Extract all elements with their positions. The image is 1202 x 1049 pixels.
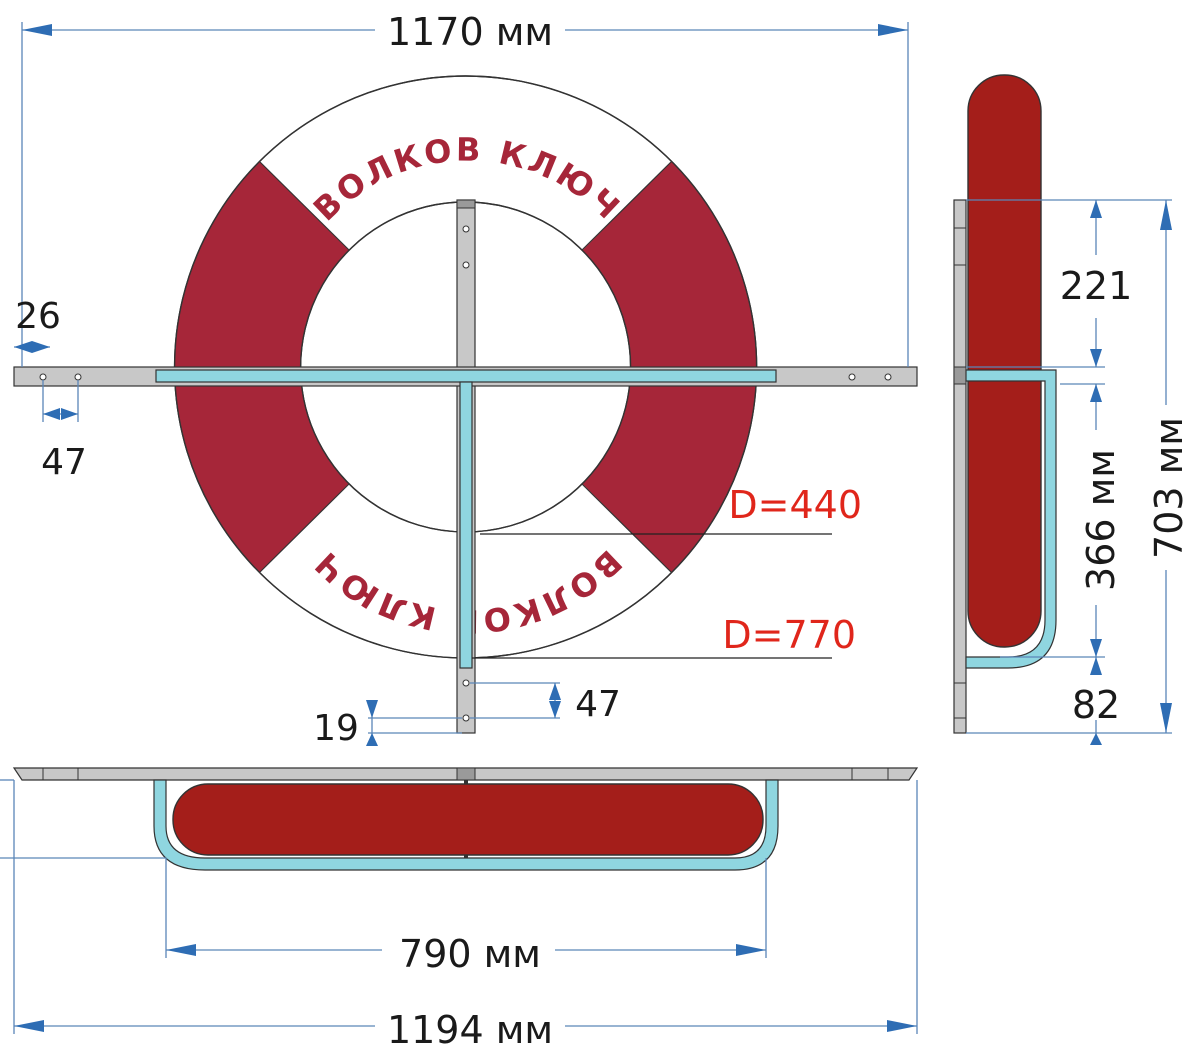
dimension-side-bottom: 82 <box>1072 657 1120 745</box>
dim-label-47-h: 47 <box>41 442 87 483</box>
dimension-hole-spacing-v: 47 <box>470 682 621 725</box>
dim-label-19: 19 <box>313 708 359 749</box>
vertical-tube <box>459 381 473 669</box>
dimension-arrow-icon <box>366 733 378 746</box>
side-cushion <box>967 74 1042 648</box>
dim-label-366: 366 мм <box>1079 449 1123 591</box>
dim-label-221: 221 <box>1060 264 1133 308</box>
horizontal-tube <box>155 369 777 383</box>
callout-outer-diameter: D=770 <box>472 613 856 659</box>
dim-label-1194: 1194 мм <box>387 1008 553 1049</box>
label-d770: D=770 <box>722 613 856 657</box>
dim-label-790: 790 мм <box>399 932 541 976</box>
dimension-arrow-icon <box>736 944 766 956</box>
side-tube <box>965 369 1057 669</box>
dimension-side-total: 703 мм <box>1147 200 1191 733</box>
dim-label-26: 26 <box>15 296 61 337</box>
dimension-arrow-icon <box>14 1020 44 1032</box>
dim-label-82: 82 <box>1072 683 1120 727</box>
dimension-arrow-icon <box>22 24 52 36</box>
bottom-view: 790 мм 1194 мм <box>0 767 919 1049</box>
dimension-arrow-icon <box>1090 733 1102 745</box>
dimension-end-offset: 19 <box>313 700 462 749</box>
dimension-side-upper: 221 <box>1060 200 1133 367</box>
bottom-tube <box>153 779 779 871</box>
dimension-arrow-icon <box>1160 200 1172 230</box>
dimension-arrow-icon <box>61 408 78 420</box>
dimension-hole-spacing-h: 47 <box>41 380 87 483</box>
dimension-arrow-icon <box>1090 200 1102 218</box>
dimension-arrow-icon <box>1090 349 1102 367</box>
side-view: 221 366 мм 82 703 мм <box>953 74 1191 745</box>
dimension-side-middle: 366 мм <box>1079 384 1123 657</box>
dim-label-1170: 1170 мм <box>387 10 553 54</box>
dimension-arrow-icon <box>1090 657 1102 675</box>
dim-label-47-v: 47 <box>575 684 621 725</box>
dimension-arrow-icon <box>887 1020 917 1032</box>
label-d440: D=440 <box>728 483 862 527</box>
dimension-arrow-icon <box>14 341 32 353</box>
side-bracket <box>953 199 967 734</box>
front-view: ВОЛКОВ КЛЮЧ ВОЛКОВ КЛЮЧ <box>13 10 918 749</box>
dim-label-703: 703 мм <box>1147 417 1191 559</box>
dimension-bracket-offset: 26 <box>14 296 61 353</box>
dimension-arrow-icon <box>32 341 50 353</box>
dimension-bottom-inner: 790 мм <box>165 858 767 976</box>
dimension-arrow-icon <box>366 700 378 718</box>
bolt-hole-icon <box>39 225 892 722</box>
dimension-arrow-icon <box>1090 384 1102 402</box>
dimension-top-width: 1170 мм <box>21 10 909 367</box>
dimension-arrow-icon <box>878 24 908 36</box>
dimension-bottom-total: 1194 мм <box>13 780 918 1049</box>
bottom-cushion <box>172 783 764 856</box>
dimension-arrow-icon <box>43 408 60 420</box>
dimension-arrow-icon <box>1090 639 1102 657</box>
dimension-arrow-icon <box>1160 703 1172 733</box>
dimension-arrow-icon <box>166 944 196 956</box>
dimension-arrow-icon <box>549 701 561 718</box>
dimension-arrow-icon <box>549 683 561 700</box>
callout-inner-diameter: D=440 <box>480 483 862 535</box>
